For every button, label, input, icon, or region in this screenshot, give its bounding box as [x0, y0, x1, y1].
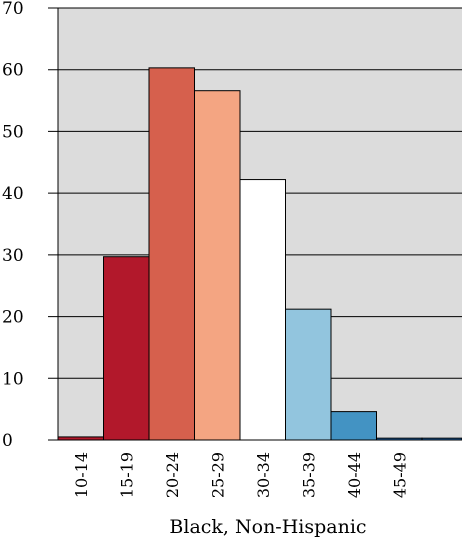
bar-20-24	[148, 67, 195, 441]
bar-15-19	[103, 256, 150, 441]
x-tick-label: 45-49	[390, 452, 409, 498]
y-tick-label: 40	[2, 184, 24, 204]
x-axis-label: Black, Non-Hispanic	[169, 516, 366, 538]
bar-extra	[421, 437, 462, 441]
x-tick-label: 40-44	[345, 452, 364, 498]
y-tick-label: 70	[2, 0, 24, 19]
x-tick-label: 10-14	[72, 452, 91, 498]
y-tick-label: 0	[2, 431, 13, 451]
bar-10-14	[57, 436, 104, 441]
y-tick-label: 50	[2, 122, 24, 142]
bar-25-29	[194, 90, 241, 441]
bar-30-34	[239, 179, 286, 441]
x-tick-label: 30-34	[254, 452, 273, 498]
x-tick-label: 35-39	[299, 452, 318, 498]
y-tick-label: 30	[2, 246, 24, 266]
x-tick-labels: 10-14 15-19 20-24 25-29 30-34 35-39 40-44 45-49	[72, 452, 410, 498]
x-tick-label: 20-24	[163, 452, 182, 498]
y-tick-label: 20	[2, 308, 24, 328]
y-tick-labels: 0 10 20 30 40 50 60 70	[2, 0, 24, 451]
bars	[57, 67, 462, 441]
x-tick-label: 25-29	[208, 452, 227, 498]
x-tick-label: 15-19	[117, 452, 136, 498]
bar-40-44	[330, 411, 377, 441]
y-tick-label: 10	[2, 369, 24, 389]
y-tick-label: 60	[2, 61, 24, 81]
bar-35-39	[285, 308, 332, 441]
bar-45-49	[376, 437, 423, 441]
